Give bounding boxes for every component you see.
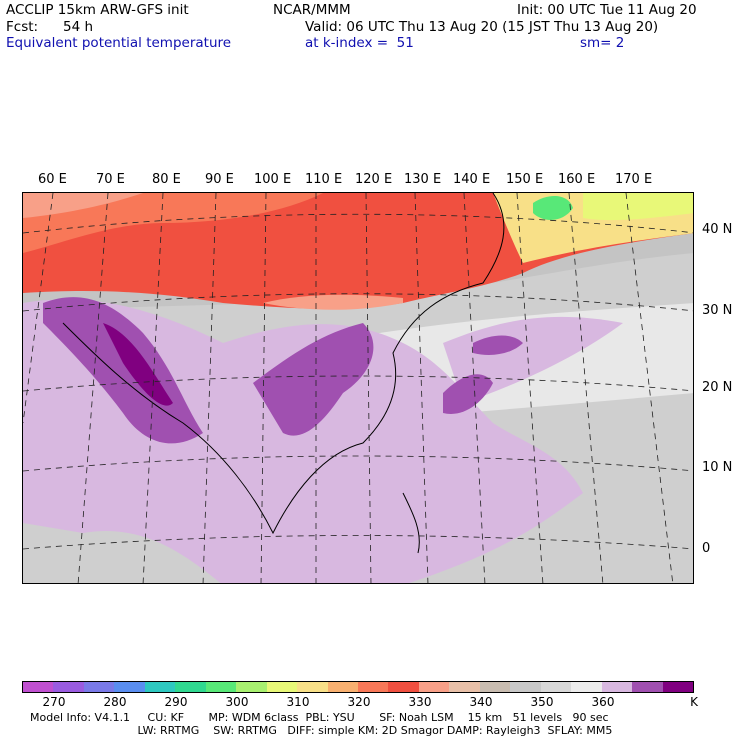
colorbar-tick: 330 [408, 695, 432, 709]
lon-label: 70 E [96, 172, 125, 187]
lat-label: 40 N [702, 222, 733, 237]
lon-label: 140 E [453, 172, 491, 187]
lat-label: 0 [702, 541, 711, 556]
colorbar-swatch [53, 682, 84, 692]
lat-label: 30 N [702, 303, 733, 318]
fcst-label: Fcst: [6, 19, 39, 35]
colorbar-tick: 290 [164, 695, 188, 709]
colorbar-swatch [632, 682, 663, 692]
map-panel [22, 192, 694, 584]
colorbar-swatch [144, 682, 176, 692]
lat-label: 10 N [702, 460, 733, 475]
colorbar-swatch [236, 682, 267, 692]
colorbar-swatch [114, 682, 145, 692]
colorbar-swatch [571, 682, 602, 692]
org-label: NCAR/MMM [273, 2, 351, 18]
colorbar-tick: 350 [530, 695, 554, 709]
colorbar-swatch [205, 682, 237, 692]
smooth-label: sm= 2 [580, 35, 625, 51]
colorbar-tick: 280 [103, 695, 127, 709]
colorbar-unit: K [690, 695, 698, 709]
fcst-value: 54 h [63, 19, 94, 35]
colorbar-swatch [449, 682, 480, 692]
colorbar-swatch [418, 682, 450, 692]
model-info-line2: LW: RRTMG SW: RRTMG DIFF: simple KM: 2D … [120, 724, 613, 737]
lon-label: 110 E [305, 172, 343, 187]
colorbar-swatch [540, 682, 572, 692]
field-name: Equivalent potential temperature [6, 35, 232, 51]
lon-label: 100 E [254, 172, 292, 187]
colorbar-swatch [175, 682, 206, 692]
lon-label: 160 E [558, 172, 596, 187]
theta-e-field [23, 193, 693, 583]
colorbar-tick: 270 [42, 695, 66, 709]
colorbar-swatch [357, 682, 389, 692]
colorbar-swatch [510, 682, 541, 692]
lon-label: 120 E [355, 172, 393, 187]
colorbar-swatch [601, 682, 633, 692]
colorbar [22, 681, 694, 693]
colorbar-swatch [266, 682, 298, 692]
colorbar-swatch [388, 682, 419, 692]
colorbar-swatch [23, 682, 54, 692]
colorbar-swatch [83, 682, 115, 692]
lon-label: 80 E [152, 172, 181, 187]
model-info-line1: Model Info: V4.1.1 CU: KF MP: WDM 6class… [30, 711, 609, 724]
colorbar-tick: 310 [286, 695, 310, 709]
lon-label: 130 E [404, 172, 442, 187]
lon-label: 170 E [615, 172, 653, 187]
lon-label: 150 E [506, 172, 544, 187]
colorbar-tick: 340 [469, 695, 493, 709]
valid-time: Valid: 06 UTC Thu 13 Aug 20 (15 JST Thu … [305, 19, 659, 35]
colorbar-swatch [662, 682, 693, 692]
colorbar-tick: 320 [347, 695, 371, 709]
lon-label: 90 E [205, 172, 234, 187]
colorbar-swatch [327, 682, 358, 692]
colorbar-swatch [297, 682, 328, 692]
colorbar-tick: 300 [225, 695, 249, 709]
colorbar-swatch [479, 682, 511, 692]
model-title: ACCLIP 15km ARW-GFS init [6, 2, 189, 18]
level-label: at k-index = 51 [305, 35, 414, 51]
colorbar-tick: 360 [591, 695, 615, 709]
lon-label: 60 E [38, 172, 67, 187]
init-time: Init: 00 UTC Tue 11 Aug 20 [517, 2, 697, 18]
lat-label: 20 N [702, 380, 733, 395]
